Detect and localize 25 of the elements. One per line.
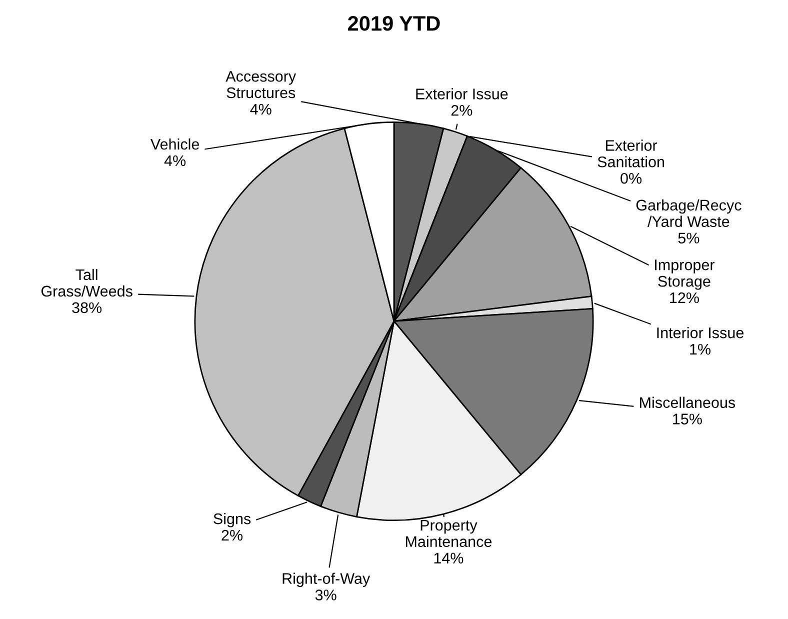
slice-label: Property Maintenance: [406, 520, 492, 548]
data-label: 1%: [690, 344, 710, 355]
text: 0%: [620, 172, 642, 184]
slice-label: Miscellaneous: [640, 396, 736, 408]
chart-title: 2019 YTD: [348, 16, 440, 31]
data-label: 15%: [673, 414, 702, 424]
slice-label: Exterior Issue: [416, 88, 508, 100]
data-label: 38%: [72, 302, 102, 314]
data-label: 3%: [315, 590, 336, 600]
slice-label: Tall Grass/Weeds: [41, 268, 132, 297]
data-label: 5%: [678, 232, 700, 244]
data-label: 2%: [451, 104, 472, 116]
data-label: 2%: [222, 530, 243, 541]
slice-label: Vehicle: [150, 138, 200, 150]
category-label: Exterior Sanitation: [598, 140, 664, 168]
slice-label: Signs: [214, 513, 251, 528]
data-label: 14%: [434, 552, 464, 564]
slice-label: Accessory Structures: [226, 71, 296, 98]
data-label: 4%: [250, 104, 272, 115]
slice-label: Interior Issue: [657, 327, 744, 338]
slice-label: Right-of-Way: [282, 572, 370, 587]
data-label: 12%: [670, 292, 699, 304]
slice-label: Improper Storage: [655, 260, 715, 290]
data-label: 4%: [164, 155, 186, 166]
slice-label: Garbage/Recyc /Yard Waste: [636, 199, 742, 228]
